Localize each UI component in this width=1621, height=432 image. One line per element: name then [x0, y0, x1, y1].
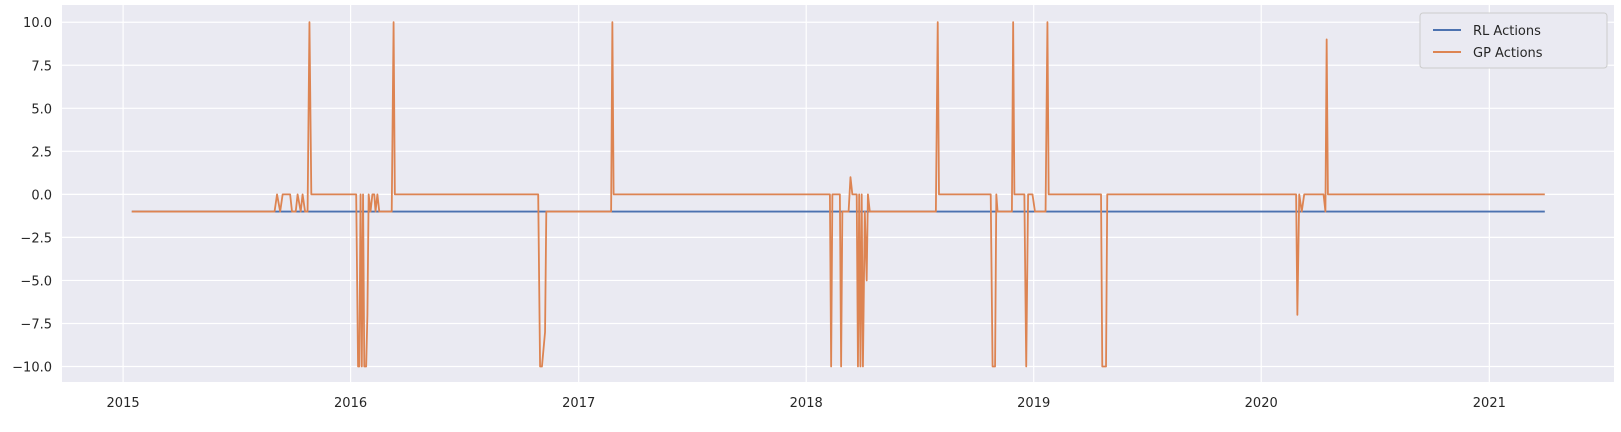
grid: [62, 5, 1614, 382]
legend: RL Actions GP Actions: [1419, 12, 1608, 69]
series-line-gp-actions: [131, 21, 1545, 368]
y-tick-label: 0.0: [31, 188, 52, 203]
series-layer: [131, 21, 1545, 368]
x-tick-label: 2016: [334, 396, 367, 411]
y-axis-ticks: 10.0 7.5 5.0 2.5 0.0 −2.5 −5.0 −7.5 −10.0: [12, 16, 52, 375]
x-axis-ticks: 2015 2016 2017 2018 2019 2020 2021: [107, 396, 1506, 411]
y-tick-label: −10.0: [12, 361, 52, 376]
x-tick-label: 2019: [1017, 396, 1050, 411]
legend-label-gp-actions: GP Actions: [1473, 46, 1543, 61]
y-tick-label: 2.5: [31, 145, 52, 160]
x-tick-label: 2021: [1473, 396, 1506, 411]
x-tick-label: 2018: [790, 396, 823, 411]
y-tick-label: 10.0: [23, 16, 52, 31]
y-tick-label: −2.5: [20, 231, 52, 246]
x-tick-label: 2015: [107, 396, 140, 411]
legend-box: [1419, 12, 1608, 69]
y-tick-label: −5.0: [20, 274, 52, 289]
y-tick-label: −7.5: [20, 317, 52, 332]
x-tick-label: 2017: [562, 396, 595, 411]
y-tick-label: 7.5: [31, 59, 52, 74]
x-tick-label: 2020: [1245, 396, 1278, 411]
legend-label-rl-actions: RL Actions: [1473, 24, 1541, 39]
y-tick-label: 5.0: [31, 102, 52, 117]
